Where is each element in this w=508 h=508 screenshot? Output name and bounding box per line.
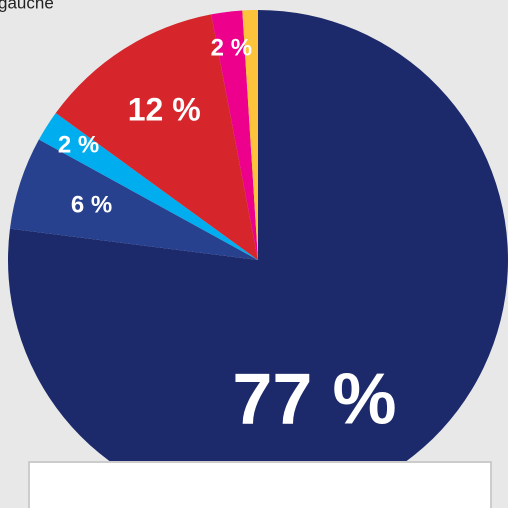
slice-label: 6 % <box>71 191 112 218</box>
pie-slice <box>38 113 259 261</box>
pie-slice <box>8 10 508 508</box>
annotation: gauche <box>0 0 54 12</box>
pie-slice <box>211 10 258 261</box>
legend-box <box>28 461 492 508</box>
pie-slice <box>242 10 258 260</box>
slice-label: 2 % <box>58 131 99 158</box>
slice-label: 12 % <box>128 92 201 128</box>
slice-label: 2 % <box>211 35 252 62</box>
slice-label: 77 % <box>232 359 396 439</box>
pie-slice <box>9 139 258 260</box>
pie-slice <box>55 14 258 260</box>
